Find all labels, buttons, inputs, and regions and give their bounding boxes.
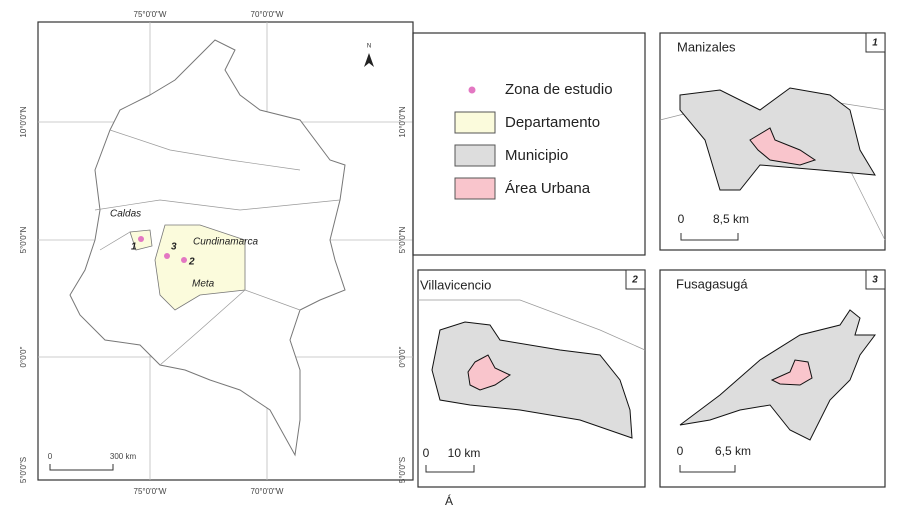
urban-area [770, 359, 813, 386]
place-label: Meta [192, 279, 215, 290]
legend-symbol [454, 144, 496, 167]
place-label: Cundinamarca [193, 237, 258, 248]
scale-label: 0 [678, 212, 685, 226]
study-point [181, 257, 187, 263]
coord-label: 5°0'0"N [398, 226, 407, 253]
inset-fusagasuga: Fusagasugá 3 0 6,5 km [659, 269, 886, 488]
legend-label: Departamento [505, 114, 600, 131]
north-label: N [367, 44, 371, 50]
inset-number: 1 [872, 38, 878, 49]
scale-label: 0 [423, 446, 430, 460]
study-number: 3 [171, 242, 177, 253]
coord-label: 10°0'0"N [19, 106, 28, 137]
inset-frame [659, 32, 886, 251]
caption: Á [445, 493, 453, 506]
inset-number: 3 [872, 275, 878, 286]
scale-bar [49, 464, 114, 471]
municipality [679, 309, 876, 441]
urban-area [749, 127, 817, 166]
inset-title: Villavicencio [420, 277, 491, 292]
scale-label: 10 km [448, 446, 481, 460]
inset-number: 2 [631, 275, 638, 286]
department [154, 224, 246, 311]
study-point [138, 236, 144, 242]
number-box [625, 269, 646, 290]
legend-symbol [454, 177, 496, 200]
urban-area [467, 354, 512, 391]
legend-symbol [468, 86, 476, 94]
coord-label: 70°0'0"W [251, 10, 284, 19]
number-box [865, 269, 886, 290]
scale-label: 8,5 km [713, 212, 749, 226]
inset-frame [659, 269, 886, 488]
legend-label: Área Urbana [505, 180, 591, 197]
scale-label: 0 [677, 444, 684, 458]
inset-frame [417, 269, 646, 488]
municipality [679, 87, 876, 191]
inset-title: Fusagasugá [676, 276, 748, 291]
inset-manizales: Manizales 1 0 8,5 km [659, 32, 886, 251]
scale-label: 300 km [110, 452, 137, 461]
north-arrow [364, 53, 374, 67]
municipality [431, 321, 633, 439]
borders [418, 299, 646, 351]
legend-label: Zona de estudio [505, 81, 613, 98]
department-borders [94, 129, 341, 366]
coord-label: 5°0'0"S [398, 457, 407, 483]
coord-label: 75°0'0"W [134, 487, 167, 496]
place-label: Caldas [110, 209, 141, 220]
legend-symbol [454, 111, 496, 134]
number-box [865, 32, 886, 53]
study-point [164, 253, 170, 259]
study-number: 1 [131, 242, 137, 253]
coord-label: 10°0'0"N [398, 106, 407, 137]
coord-label: 70°0'0"W [251, 487, 284, 496]
legend-frame [412, 32, 646, 256]
coord-label: 0°0'0" [19, 346, 28, 367]
scale-label: 6,5 km [715, 444, 751, 458]
scale-bar [679, 465, 736, 473]
scale-bar [680, 233, 739, 241]
legend-label: Municipio [505, 147, 568, 164]
coord-label: 0°0'0" [398, 346, 407, 367]
inset-title: Manizales [677, 39, 736, 54]
coord-label: 5°0'0"N [19, 226, 28, 253]
main-map: Caldas Cundinamarca Meta 1 3 2 75°0'0"W … [19, 10, 414, 496]
coord-label: 5°0'0"S [19, 457, 28, 483]
coord-label: 75°0'0"W [134, 10, 167, 19]
study-number: 2 [188, 257, 195, 268]
scale-bar [425, 465, 475, 473]
legend: Zona de estudio Departamento Municipio Á… [412, 32, 646, 256]
inset-villavicencio: Villavicencio 2 0 10 km [417, 269, 646, 488]
scale-label: 0 [48, 452, 53, 461]
